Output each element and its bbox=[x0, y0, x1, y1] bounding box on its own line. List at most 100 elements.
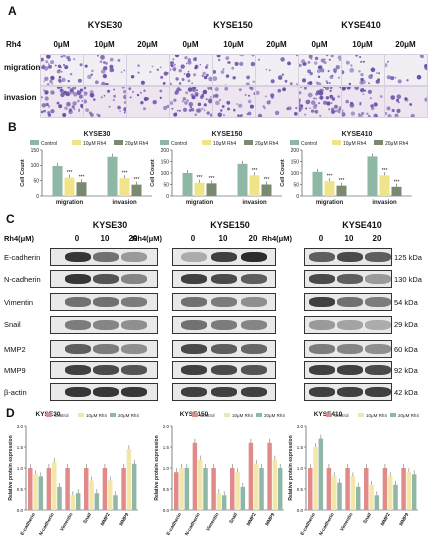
legend-label: 20μM Rh4 bbox=[398, 413, 419, 418]
panel-a-header-kyse150: KYSE150 bbox=[213, 20, 253, 30]
blot-band bbox=[93, 252, 119, 262]
panel-letter-c: C bbox=[6, 212, 15, 226]
blot-band bbox=[121, 252, 147, 262]
blot-band bbox=[93, 365, 119, 375]
blot-band bbox=[365, 387, 391, 397]
bar bbox=[272, 459, 278, 510]
x-tick-label: E-cadherin bbox=[299, 512, 317, 537]
blot-dose: 10 bbox=[100, 234, 110, 243]
legend-label: 10μM Rh4 bbox=[232, 413, 253, 418]
legend-swatch bbox=[290, 140, 299, 145]
blot-dose: 10 bbox=[344, 234, 354, 243]
microscopy-image bbox=[169, 86, 213, 118]
blot-band bbox=[365, 252, 391, 262]
blot-strip bbox=[172, 293, 276, 311]
dose-label: 0μM bbox=[311, 40, 328, 49]
y-tick-label: 150 bbox=[161, 159, 170, 165]
blot-strip bbox=[304, 361, 392, 379]
blot-band bbox=[93, 297, 119, 307]
significance-mark: *** bbox=[79, 175, 85, 181]
blot-band bbox=[309, 297, 335, 307]
bar bbox=[46, 468, 52, 510]
bar bbox=[38, 476, 44, 510]
bar bbox=[89, 480, 94, 510]
bar bbox=[230, 468, 235, 510]
bar bbox=[324, 181, 335, 196]
blot-strip bbox=[50, 293, 158, 311]
bar bbox=[51, 461, 57, 510]
bar bbox=[64, 177, 75, 196]
x-tick-label: Snail bbox=[82, 512, 93, 525]
dose-label: 20μM bbox=[137, 40, 158, 49]
panel-a-header-kyse30: KYSE30 bbox=[87, 20, 123, 30]
bar bbox=[206, 183, 217, 196]
chart-title: KYSE410 bbox=[342, 131, 373, 138]
y-tick-label: 0.5 bbox=[297, 487, 304, 492]
x-tick-label: MMP9 bbox=[118, 512, 130, 527]
y-tick-label: 100 bbox=[161, 171, 170, 177]
blot-band bbox=[65, 320, 91, 330]
bar bbox=[107, 480, 113, 510]
significance-mark: *** bbox=[67, 170, 73, 176]
bar bbox=[318, 438, 324, 510]
y-tick-label: 1.5 bbox=[297, 445, 304, 450]
y-tick-label: 50 bbox=[33, 178, 39, 184]
blot-band bbox=[93, 344, 119, 354]
legend-swatch bbox=[374, 140, 383, 145]
blot-band bbox=[65, 387, 91, 397]
blot-dose: 20 bbox=[248, 234, 258, 243]
x-tick-label: Snail bbox=[362, 512, 373, 525]
dose-label: 20μM bbox=[266, 40, 287, 49]
bar bbox=[248, 442, 254, 510]
blot-band bbox=[121, 344, 147, 354]
panel-c-header-kyse410: KYSE410 bbox=[342, 220, 382, 230]
blot-band bbox=[365, 274, 391, 284]
microscopy-image bbox=[40, 54, 84, 86]
kda-label: 54 kDa bbox=[394, 298, 418, 307]
legend-swatch bbox=[256, 413, 262, 417]
bar bbox=[312, 171, 323, 196]
x-tick-label: invasion bbox=[372, 200, 397, 206]
bar bbox=[369, 484, 374, 510]
y-tick-label: 0.5 bbox=[163, 487, 170, 492]
blot-band bbox=[365, 365, 391, 375]
blot-band bbox=[241, 365, 267, 375]
x-tick-label: migration bbox=[56, 200, 84, 206]
blot-strip bbox=[304, 293, 392, 311]
x-tick-label: MMP2 bbox=[100, 512, 112, 527]
legend-label: 20μM Rh4 bbox=[255, 141, 278, 147]
bar bbox=[65, 468, 70, 510]
kda-label: 130 kDa bbox=[394, 275, 422, 284]
legend-swatch bbox=[72, 140, 81, 145]
legend-swatch bbox=[202, 140, 211, 145]
significance-mark: *** bbox=[327, 174, 333, 180]
panel-c-header-kyse150: KYSE150 bbox=[210, 220, 250, 230]
y-tick-label: 0.0 bbox=[163, 508, 170, 513]
y-tick-label: 100 bbox=[31, 163, 40, 169]
y-tick-label: 0.5 bbox=[17, 487, 24, 492]
blot-band bbox=[211, 252, 237, 262]
rh4-dose-label: Rh4(μM) bbox=[262, 234, 292, 243]
bar bbox=[267, 442, 272, 510]
dose-label: 0μM bbox=[182, 40, 199, 49]
y-axis-label: Cell Count bbox=[280, 159, 286, 187]
legend-swatch bbox=[326, 413, 332, 417]
blot-band bbox=[337, 387, 363, 397]
legend-label: 20μM Rh4 bbox=[385, 141, 408, 147]
microscopy-image bbox=[40, 86, 84, 118]
bar bbox=[393, 484, 398, 510]
blot-strip bbox=[172, 248, 276, 266]
blot-band bbox=[121, 274, 147, 284]
bar bbox=[70, 495, 76, 510]
bar bbox=[119, 178, 130, 196]
blot-band bbox=[241, 320, 267, 330]
bar bbox=[94, 493, 100, 510]
blot-strip bbox=[172, 270, 276, 288]
y-tick-label: 0 bbox=[36, 194, 39, 200]
legend-label: 10μM Rh4 bbox=[213, 141, 236, 147]
bar bbox=[221, 495, 227, 510]
blot-band bbox=[365, 320, 391, 330]
blot-band bbox=[337, 344, 363, 354]
legend-label: Control bbox=[334, 413, 349, 418]
